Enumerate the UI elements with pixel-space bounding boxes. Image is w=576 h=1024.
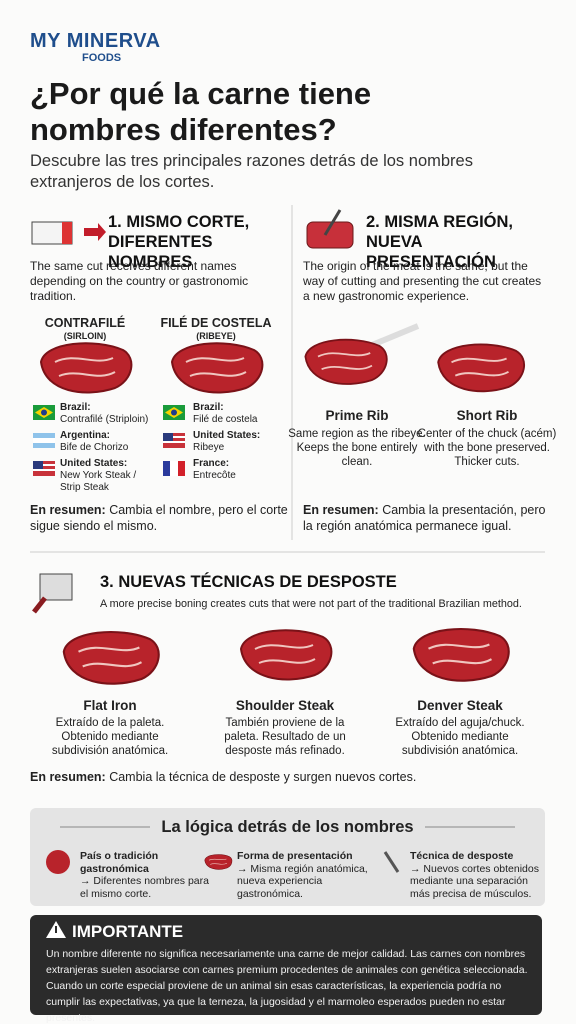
cut-name: Denver Steak [417, 698, 503, 713]
country-name: Argentina: Bife de Chorizo [60, 430, 155, 454]
logic-title: La lógica detrás de los nombres [161, 818, 414, 836]
summary-label: En resumen: [30, 503, 106, 517]
logic-item-title: Forma de presentación [237, 850, 353, 862]
cut-desc: Extraído del aguja/chuck. Obtenido media… [395, 717, 525, 757]
logic-item: Forma de presentación → Misma región anat… [237, 850, 372, 900]
section-text: The origin of the meat is the same, but … [303, 259, 542, 303]
logic-item-text: → Nuevos cortes obtenidos mediante una s… [410, 862, 539, 900]
cut-desc: También proviene de la paleta. Resultado… [224, 717, 346, 757]
country: United States: [193, 430, 261, 441]
local-name: New York Steak / Strip Steak [60, 470, 137, 493]
decor-shape [55, 926, 57, 933]
section-title: 2. MISMA REGIÓN, NUEVA PRESENTACIÓN [366, 213, 513, 271]
summary-text: Cambia la presentación, pero la región a… [303, 503, 546, 533]
summary-label: En resumen: [30, 770, 106, 784]
decor-shape [178, 461, 185, 476]
country-name: United States: Ribeye [193, 430, 288, 454]
country: Brazil: [60, 402, 91, 413]
cut-name: Shoulder Steak [235, 698, 335, 713]
local-name: Ribeye [193, 442, 225, 453]
decor-shape [163, 436, 185, 438]
decor-shape [163, 441, 185, 443]
local-name: Filé de costela [193, 414, 258, 425]
logic-item-text: → Diferentes nombres para el mismo corte… [80, 875, 209, 900]
logic-item-text: → Misma región anatómica, nueva experien… [237, 862, 368, 900]
decor-shape [62, 630, 160, 685]
logic-item-title: Técnica de desposte [410, 850, 514, 862]
summary: En resumen: Cambia la presentación, pero… [303, 502, 553, 534]
decor-shape [33, 469, 55, 471]
cut-desc: Extraído de la paleta. Obtenido mediante… [51, 717, 169, 757]
country-name: Brazil: Contrafilé (Striploin) [60, 402, 155, 426]
country: Brazil: [193, 402, 224, 413]
cut-desc: Center of the chuck (acém) with the bone… [417, 428, 557, 468]
country: United States: [60, 458, 128, 469]
logic-item: Técnica de desposte → Nuevos cortes obten… [410, 850, 545, 900]
logic-item: País o tradición gastronómica → Diferente… [80, 850, 215, 900]
decor-shape [240, 629, 333, 681]
decor-shape [32, 596, 47, 614]
country-name: Brazil: Filé de costela [193, 402, 288, 426]
local-name: Entrecôte [193, 470, 236, 481]
subtitle: Descubre las tres principales razones de… [30, 152, 473, 191]
logic-item-title: País o tradición gastronómica [80, 850, 159, 875]
summary-text: Cambia el nombre, pero el corte sigue si… [30, 503, 288, 533]
brand-sub: FOODS [82, 52, 122, 64]
decor-shape [171, 409, 177, 416]
cut-alt: (SIRLOIN) [63, 331, 107, 341]
country-name: United States: New York Steak / Strip Ste… [60, 458, 155, 494]
decor-shape [323, 209, 342, 236]
brand: MY MINERVA [30, 30, 161, 52]
cut-name: Flat Iron [83, 698, 137, 713]
summary: En resumen: Cambia el nombre, pero el co… [30, 502, 295, 534]
country: Argentina: [60, 430, 110, 441]
summary-text: Cambia la técnica de desposte y surgen n… [109, 770, 417, 784]
decor-shape [171, 342, 264, 394]
section-text: The same cut receives different names de… [30, 259, 249, 303]
decor-shape [412, 627, 510, 682]
decor-shape [306, 221, 354, 249]
decor-shape [170, 461, 178, 476]
important-text: Un nombre diferente no significa necesar… [46, 948, 528, 1024]
title: ¿Por qué la carne tiene nombres diferent… [30, 76, 372, 147]
important-title: IMPORTANTE [72, 922, 184, 941]
decor-shape [33, 461, 43, 469]
decor-shape [33, 438, 55, 443]
cut-name: Prime Rib [325, 408, 389, 423]
summary-label: En resumen: [303, 503, 379, 517]
decor-shape [46, 850, 70, 874]
decor-shape [163, 461, 170, 476]
section-title: 3. NUEVAS TÉCNICAS DE DESPOSTE [100, 573, 397, 591]
cut-desc: Same region as the ribeye. Keeps the bon… [288, 428, 426, 468]
local-name: Contrafilé (Striploin) [60, 414, 149, 425]
section-title: 1. MISMO CORTE, DIFERENTES NOMBRES [108, 213, 250, 271]
decor-shape [84, 223, 106, 241]
decor-shape [437, 343, 526, 393]
local-name: Bife de Chorizo [60, 442, 129, 453]
decor-shape [39, 573, 73, 601]
decor-shape [163, 433, 173, 441]
country-name: France: Entrecôte [193, 458, 288, 482]
country: France: [193, 458, 230, 469]
decor-shape [30, 915, 542, 1015]
decor-shape [383, 851, 400, 873]
decor-shape [41, 409, 47, 416]
decor-shape [30, 808, 545, 906]
section-text: A more precise boning creates cuts that … [100, 598, 522, 610]
cut-alt: (RIBEYE) [196, 331, 236, 341]
decor-shape [33, 464, 55, 466]
summary: En resumen: Cambia la técnica de despost… [30, 769, 530, 785]
cut-name: FILÉ DE COSTELA [160, 316, 272, 330]
decor-shape [304, 338, 388, 385]
decor-shape [40, 342, 133, 394]
decor-shape [62, 222, 72, 244]
cut-name: Short Rib [456, 408, 518, 423]
cut-name: CONTRAFILÉ [44, 316, 126, 330]
